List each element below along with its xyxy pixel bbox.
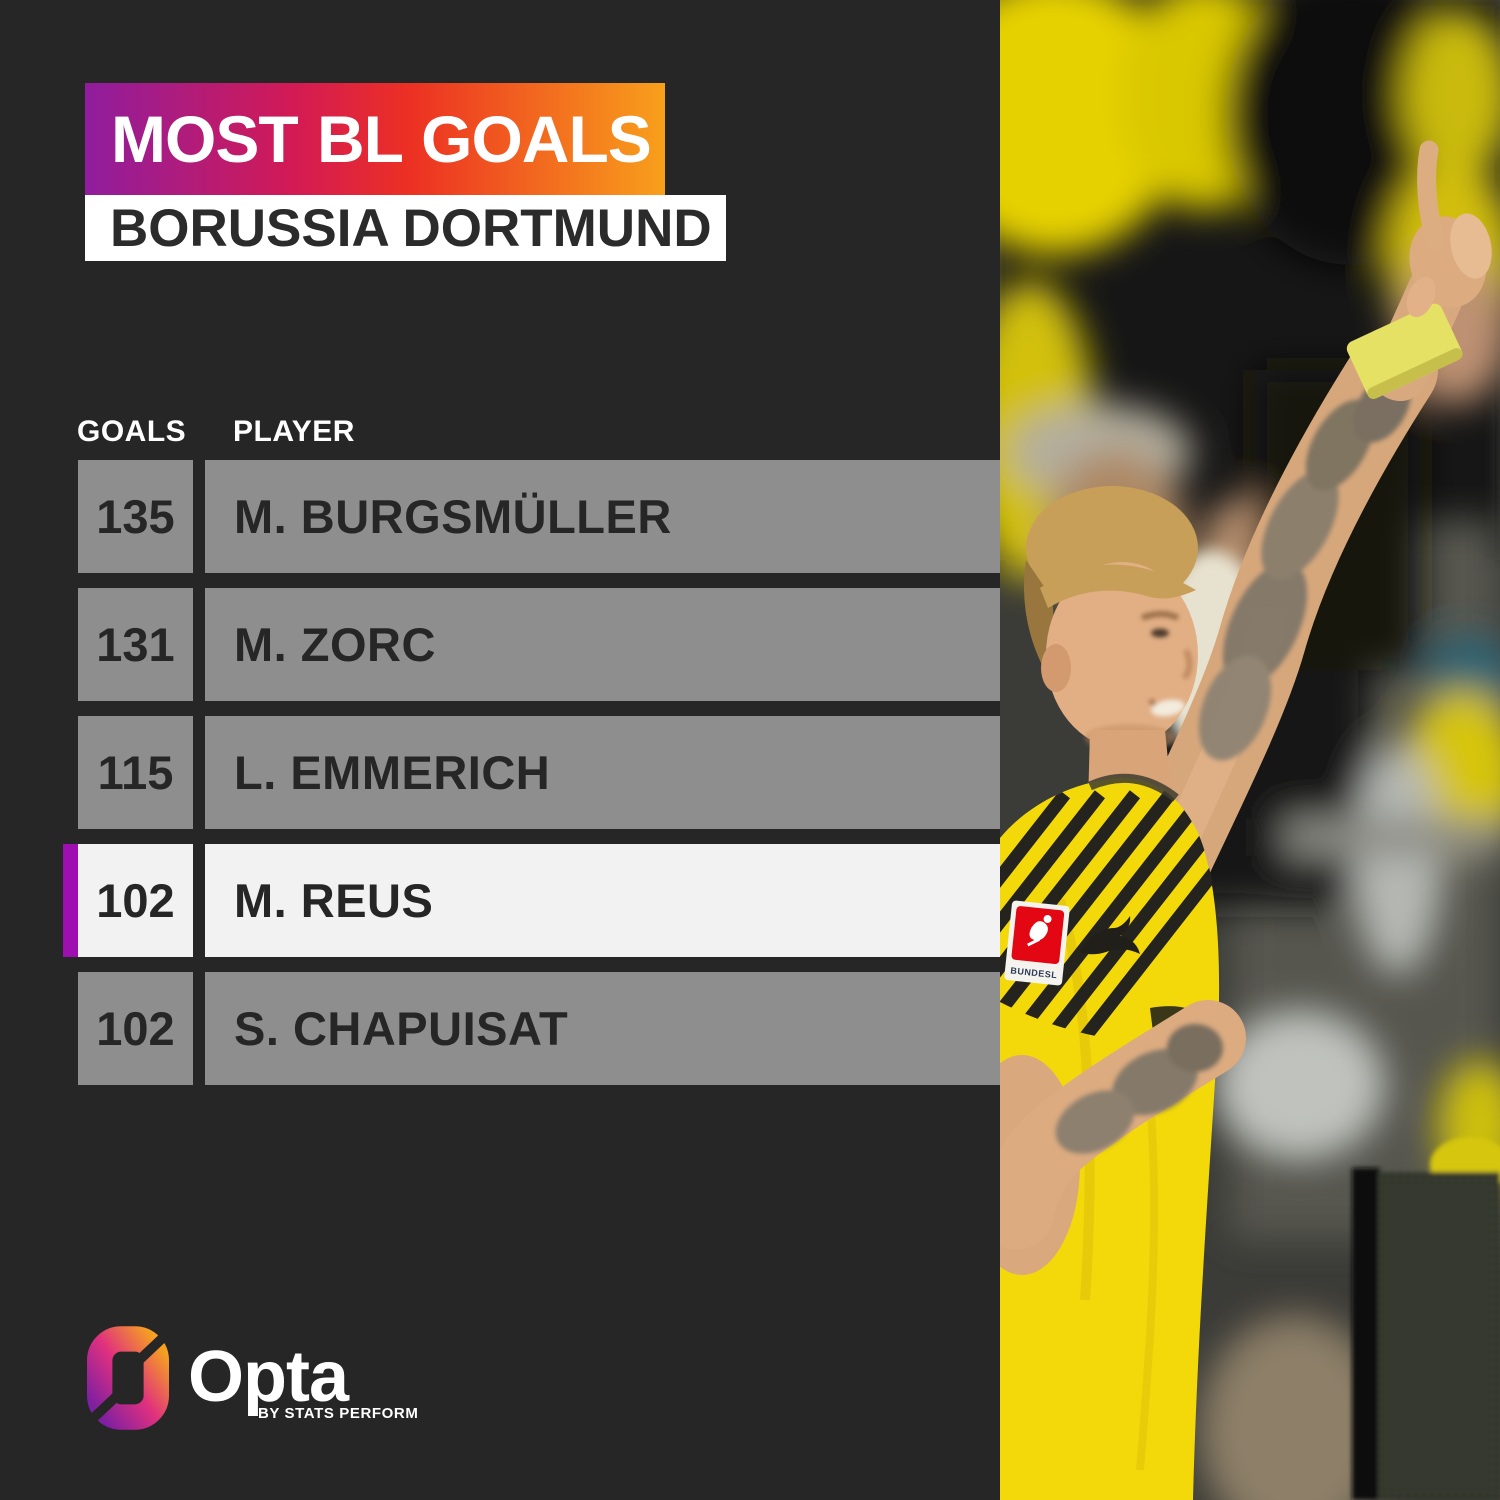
opta-logo-icon [79, 1324, 177, 1432]
opta-byline: BY STATS PERFORM [258, 1405, 419, 1422]
page-subtitle: BORUSSIA DORTMUND [110, 198, 712, 258]
table-row: 102 S. CHAPUISAT [0, 972, 1000, 1085]
subtitle-banner: BORUSSIA DORTMUND [85, 195, 726, 261]
title-banner: MOST BL GOALS [85, 83, 665, 195]
puma-logo [1080, 916, 1140, 955]
table-row-highlighted: 102 M. REUS [0, 844, 1000, 957]
column-header-player: PLAYER [233, 415, 355, 448]
goals-value: 102 [78, 844, 193, 957]
opta-wordmark: Opta [188, 1337, 349, 1417]
svg-text:BUNDESL: BUNDESL [1010, 965, 1058, 980]
player-name: S. CHAPUISAT [205, 972, 1000, 1085]
player-name: M. ZORC [205, 588, 1000, 701]
table-row: 131 M. ZORC [0, 588, 1000, 701]
arm-tattoos [1198, 373, 1411, 761]
barrier-block [1352, 1137, 1500, 1500]
player-name: L. EMMERICH [205, 716, 1000, 829]
table-row: 115 L. EMMERICH [0, 716, 1000, 829]
player-photo: BUNDESL [1000, 0, 1500, 1500]
goals-value: 135 [78, 460, 193, 573]
forearm-tattoos [1055, 1024, 1223, 1154]
pointing-hand [1406, 140, 1492, 318]
goals-value: 131 [78, 588, 193, 701]
player-figure: BUNDESL [1000, 140, 1492, 1500]
player-name: M. BURGSMÜLLER [205, 460, 1000, 573]
goals-value: 102 [78, 972, 193, 1085]
column-header-goals: GOALS [77, 415, 187, 448]
highlight-accent-bar [63, 844, 78, 957]
page-title: MOST BL GOALS [111, 102, 652, 176]
goals-value: 115 [78, 716, 193, 829]
player-head [1024, 486, 1198, 805]
bundesliga-patch: BUNDESL [1004, 900, 1070, 986]
table-row: 135 M. BURGSMÜLLER [0, 460, 1000, 573]
wristband [1346, 303, 1463, 400]
player-name: M. REUS [205, 844, 1000, 957]
